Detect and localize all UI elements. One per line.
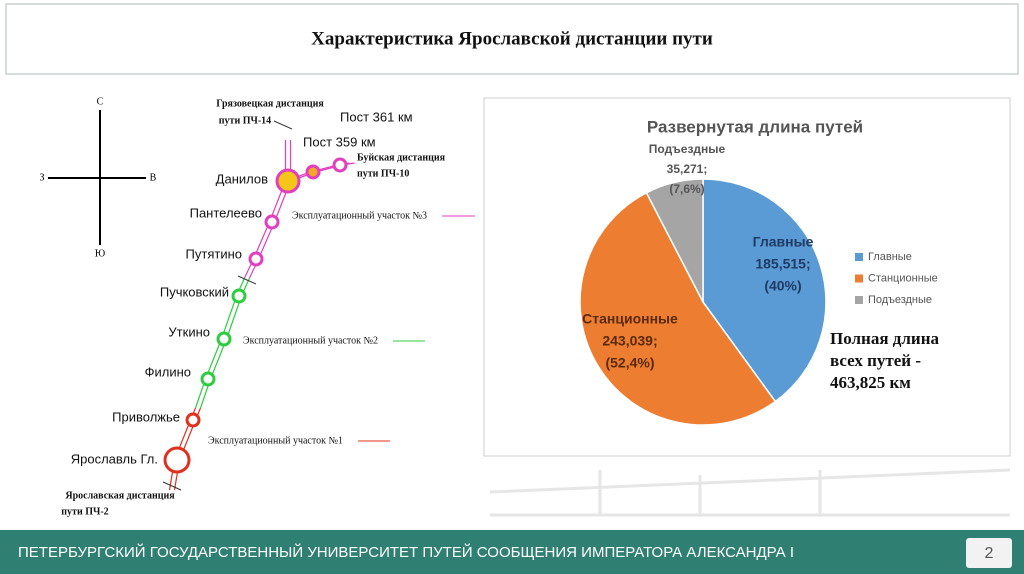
- station-label: Ярославль Гл.: [71, 451, 158, 466]
- pie-slice: [645, 178, 704, 303]
- section-label: Эксплуатационный участок №1: [208, 435, 343, 446]
- slice-value: 243,039;: [602, 333, 657, 349]
- compass-label: В: [150, 172, 157, 183]
- station: [200, 371, 216, 387]
- title-box: [5, 3, 1019, 75]
- slice-percent: (7,6%): [669, 182, 704, 196]
- station-label: Пост 361 км: [340, 109, 413, 124]
- track: [290, 162, 355, 182]
- station: [305, 164, 321, 180]
- page-number-box: [966, 538, 1012, 568]
- boundary-tick: [162, 481, 182, 491]
- division-label: пути ПЧ-14: [219, 115, 271, 126]
- station-label: Пучковский: [160, 284, 229, 299]
- footer-bar: [0, 530, 1024, 574]
- pie-slice: [702, 178, 827, 403]
- slice-percent: (52,4%): [605, 355, 654, 371]
- station: [264, 214, 280, 230]
- compass-label: З: [39, 172, 44, 183]
- pie-slice: [579, 191, 777, 426]
- division-label: пути ПЧ-2: [61, 506, 108, 517]
- section-label: Эксплуатационный участок №3: [292, 210, 427, 221]
- station-label: Путятино: [186, 246, 242, 261]
- total-note: 463,825 км: [830, 373, 911, 392]
- station: [332, 157, 348, 173]
- boundary-tick: [273, 120, 293, 130]
- page-number: 2: [985, 545, 994, 562]
- station: [231, 288, 247, 304]
- slice-value: 185,515;: [755, 256, 810, 272]
- division-label: пути ПЧ-10: [357, 168, 409, 179]
- station-label: Уткино: [168, 324, 210, 339]
- legend-swatch: [855, 253, 863, 261]
- slice-value: 35,271;: [667, 162, 708, 176]
- station-label: Пантелеево: [190, 205, 262, 220]
- station: [185, 412, 201, 428]
- station-label: Филино: [145, 364, 191, 379]
- slice-percent: (40%): [764, 278, 801, 294]
- station-label: Приволжье: [112, 409, 180, 424]
- station-label: Пост 359 км: [303, 134, 376, 149]
- track: [173, 407, 202, 491]
- station: [216, 331, 232, 347]
- station: [275, 168, 301, 194]
- legend-label: Станционные: [868, 272, 938, 284]
- division-label: Ярославская дистанция: [65, 490, 175, 501]
- section-label: Эксплуатационный участок №2: [243, 335, 378, 346]
- slice-category: Главные: [753, 234, 814, 250]
- legend-label: Подъездные: [868, 294, 932, 306]
- slice-category: Подъездные: [649, 142, 726, 156]
- boundary-tick: [237, 275, 257, 285]
- station: [248, 251, 264, 267]
- total-note: Полная длина: [830, 329, 940, 348]
- station: [163, 446, 191, 474]
- slice-category: Станционные: [582, 311, 678, 327]
- division-label: Буйская дистанция: [357, 152, 446, 163]
- compass-label: Ю: [95, 248, 105, 259]
- chart-title: Развернутая длина путей: [647, 117, 863, 136]
- compass-label: С: [97, 96, 104, 107]
- legend-swatch: [855, 274, 863, 283]
- decoration: [489, 468, 1011, 517]
- slide-title: Характеристика Ярославской дистанции пут…: [311, 28, 713, 49]
- legend-label: Главные: [868, 251, 912, 263]
- division-label: Грязовецкая дистанция: [216, 98, 324, 109]
- legend-swatch: [855, 296, 863, 304]
- station-label: Данилов: [216, 171, 268, 186]
- total-note: всех путей -: [830, 351, 921, 370]
- footer-text: ПЕТЕРБУРГСКИЙ ГОСУДАРСТВЕННЫЙ УНИВЕРСИТЕ…: [18, 543, 794, 561]
